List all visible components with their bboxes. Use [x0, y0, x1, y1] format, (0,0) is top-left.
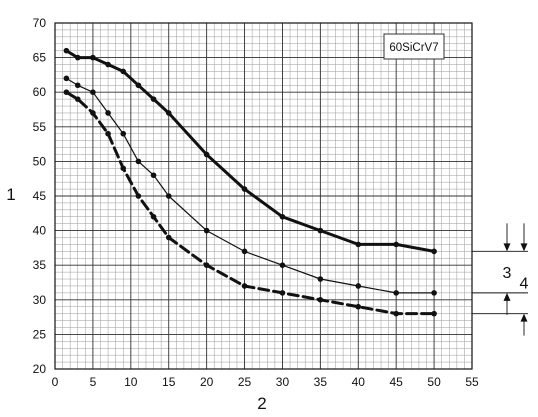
series-2-point [90, 89, 96, 95]
x-tick-label: 5 [90, 375, 97, 389]
series-3-point [90, 110, 96, 116]
dimension-arrowhead [503, 292, 511, 301]
x-tick-label: 10 [124, 375, 138, 389]
x-tick-label: 50 [427, 375, 441, 389]
x-tick-label: 15 [162, 375, 176, 389]
series-2-point [63, 75, 70, 82]
plot-frame [54, 22, 473, 370]
series-1-point [90, 54, 96, 61]
series-3-point [317, 297, 324, 303]
x-tick-label: 25 [238, 375, 252, 389]
series-2-point [135, 158, 142, 165]
series-1-point [317, 227, 324, 234]
y-tick-label: 50 [33, 154, 47, 168]
y-tick-label: 25 [33, 327, 47, 341]
series-1-line [64, 49, 436, 253]
y-tick-label: 65 [33, 51, 47, 65]
series-3-point [355, 303, 362, 310]
x-tick-label: 20 [200, 375, 214, 389]
series-3-point [63, 89, 70, 95]
series-2-point [317, 276, 324, 282]
series-2-point [150, 172, 157, 179]
dimension-arrowhead [520, 243, 528, 252]
x-tick-labels: 0 5 10 15 20 25 30 35 40 45 50 55 [52, 375, 479, 389]
series-3-point [120, 165, 127, 172]
series-2-point [105, 110, 111, 116]
series-3-point [105, 130, 111, 137]
series-2-point [74, 82, 81, 89]
y-tick-label: 20 [33, 362, 47, 376]
y-axis-label: 1 [6, 185, 15, 204]
series-1-point [393, 241, 399, 248]
dimension-label-4: 4 [520, 276, 529, 293]
series-3-point [431, 310, 437, 317]
series-layer [63, 47, 437, 317]
series-1-point [431, 248, 437, 255]
series-2-point [203, 227, 210, 234]
series-2-point [165, 193, 172, 199]
series-1-point [135, 82, 142, 89]
series-2-point [355, 283, 362, 289]
dimension-arrowhead [520, 313, 528, 322]
series-1-point [150, 96, 157, 102]
y-tick-label: 35 [33, 258, 47, 272]
series-3-point [203, 262, 210, 269]
series-3-point [241, 283, 248, 289]
dimension-annotations: 34 [472, 223, 529, 336]
series-1-point [74, 54, 81, 61]
legend-box-label: 60SiCrV7 [389, 42, 438, 54]
series-3-point [165, 234, 172, 241]
series-3-point [393, 310, 399, 317]
series-3-point [279, 290, 286, 296]
legend-box: 60SiCrV7 [383, 33, 445, 60]
series-2-line [65, 77, 435, 294]
y-tick-label: 55 [33, 120, 47, 134]
series-1-point [120, 68, 127, 75]
y-tick-label: 60 [33, 85, 47, 99]
y-tick-label: 40 [33, 224, 47, 238]
dimension-arrowhead [503, 243, 511, 252]
series-2-point [431, 290, 437, 296]
x-tick-label: 55 [465, 375, 479, 389]
series-2-point [279, 262, 286, 269]
x-tick-label: 40 [352, 375, 366, 389]
series-1-point [241, 186, 248, 192]
y-tick-label: 45 [33, 189, 47, 203]
x-tick-label: 30 [276, 375, 290, 389]
series-2-point [393, 290, 399, 296]
series-1-point [279, 213, 286, 220]
major-grid [54, 22, 473, 370]
series-1-point [63, 47, 70, 54]
series-1-point [105, 61, 111, 68]
series-1-point [203, 151, 210, 158]
series-3-point [150, 213, 157, 220]
dimension-label-3: 3 [503, 265, 512, 282]
series-3-point [135, 193, 142, 199]
y-tick-label: 70 [33, 16, 47, 30]
y-tick-label: 30 [33, 293, 47, 307]
series-1-point [355, 241, 362, 248]
x-axis-label: 2 [257, 394, 266, 413]
series-1-point [165, 110, 172, 116]
x-tick-label: 45 [390, 375, 404, 389]
x-tick-label: 0 [52, 375, 59, 389]
series-2-point [120, 130, 127, 137]
y-tick-labels: 20 25 30 35 40 45 50 55 60 65 70 [33, 16, 47, 376]
series-3-point [74, 96, 81, 102]
series-2-point [241, 248, 248, 255]
x-tick-label: 35 [314, 375, 328, 389]
